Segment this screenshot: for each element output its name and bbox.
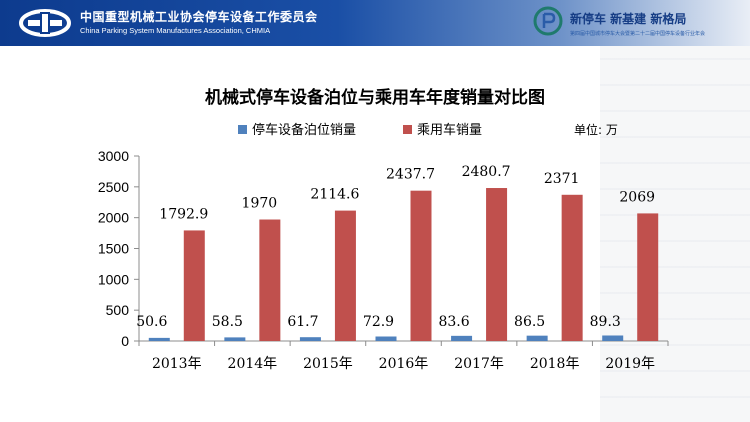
data-label-car: 2114.6	[310, 187, 359, 203]
x-tick-label: 2014年	[228, 356, 278, 372]
unit-label: 单位: 万	[574, 122, 618, 137]
data-label-parking: 86.5	[514, 314, 545, 330]
y-tick-label: 500	[106, 302, 130, 318]
data-label-car: 1792.9	[159, 206, 208, 222]
y-tick-label: 2000	[98, 210, 129, 226]
bar-car	[486, 188, 508, 341]
legend-label-car: 乘用车销量	[417, 122, 482, 138]
data-label-car: 2437.7	[386, 167, 435, 183]
x-tick-label: 2016年	[379, 356, 429, 372]
y-tick-label: 1000	[98, 271, 129, 287]
org-name-cn: 中国重型机械工业协会停车设备工作委员会	[80, 10, 318, 24]
bar-parking	[224, 337, 246, 341]
legend: 停车设备泊位销量 乘用车销量	[238, 122, 482, 138]
association-logo-icon	[19, 9, 71, 37]
bars	[148, 188, 659, 341]
bar-car	[561, 194, 583, 341]
bar-car	[334, 210, 356, 341]
bar-chart: 机械式停车设备泊位与乘用车年度销量对比图 停车设备泊位销量 乘用车销量 单位: …	[98, 87, 669, 372]
y-tick-label: 2500	[98, 179, 129, 195]
legend-swatch-parking	[238, 125, 247, 134]
data-label-car: 2371	[544, 171, 580, 187]
x-tick-label: 2013年	[152, 356, 202, 372]
data-label-car: 2069	[619, 189, 655, 205]
bar-car	[637, 213, 659, 341]
data-labels: 50.6 1792.9 58.5 1970 61.7 2114.6 72.9 2437.7 83…	[136, 164, 655, 330]
bar-car	[183, 230, 205, 341]
legend-swatch-car	[403, 125, 412, 134]
data-label-parking: 50.6	[136, 314, 167, 330]
y-tick-label: 0	[121, 333, 129, 349]
x-tick-label: 2017年	[454, 356, 504, 372]
data-label-parking: 83.6	[438, 314, 469, 330]
data-label-parking: 72.9	[363, 314, 394, 330]
data-label-parking: 89.3	[590, 314, 621, 330]
bar-parking	[451, 335, 473, 341]
event-slogan: 新停车 新基建 新格局	[570, 12, 687, 26]
data-label-car: 1970	[242, 196, 278, 212]
bar-parking	[299, 337, 321, 341]
event-logo-icon	[533, 6, 563, 36]
org-name-en: China Parking System Manufactures Associ…	[80, 26, 271, 35]
bar-parking	[148, 337, 170, 341]
x-tick-label: 2018年	[530, 356, 580, 372]
chart-title: 机械式停车设备泊位与乘用车年度销量对比图	[205, 87, 545, 108]
bar-car	[259, 219, 281, 341]
data-label-parking: 61.7	[287, 314, 318, 330]
header-banner: 中国重型机械工业协会停车设备工作委员会 China Parking System…	[0, 0, 750, 46]
x-axis: 2013年 2014年 2015年 2016年 2017年 2018年 2019年	[138, 340, 669, 372]
background-decoration	[600, 46, 750, 422]
bar-parking	[375, 336, 397, 341]
x-tick-label: 2019年	[605, 356, 655, 372]
bar-parking	[526, 335, 548, 341]
x-tick-label: 2015年	[303, 356, 353, 372]
y-axis: 0 500 1000 1500 2000 2500 3000	[98, 148, 140, 349]
event-subtitle: 第四届中国城市停车大会暨第二十二届中国停车设备行业年会	[570, 31, 706, 37]
y-tick-label: 1500	[98, 241, 129, 257]
bar-car	[410, 190, 432, 341]
legend-label-parking: 停车设备泊位销量	[252, 122, 356, 138]
data-label-car: 2480.7	[462, 164, 511, 180]
y-tick-label: 3000	[98, 148, 129, 164]
bar-parking	[602, 335, 624, 341]
data-label-parking: 58.5	[212, 314, 243, 330]
